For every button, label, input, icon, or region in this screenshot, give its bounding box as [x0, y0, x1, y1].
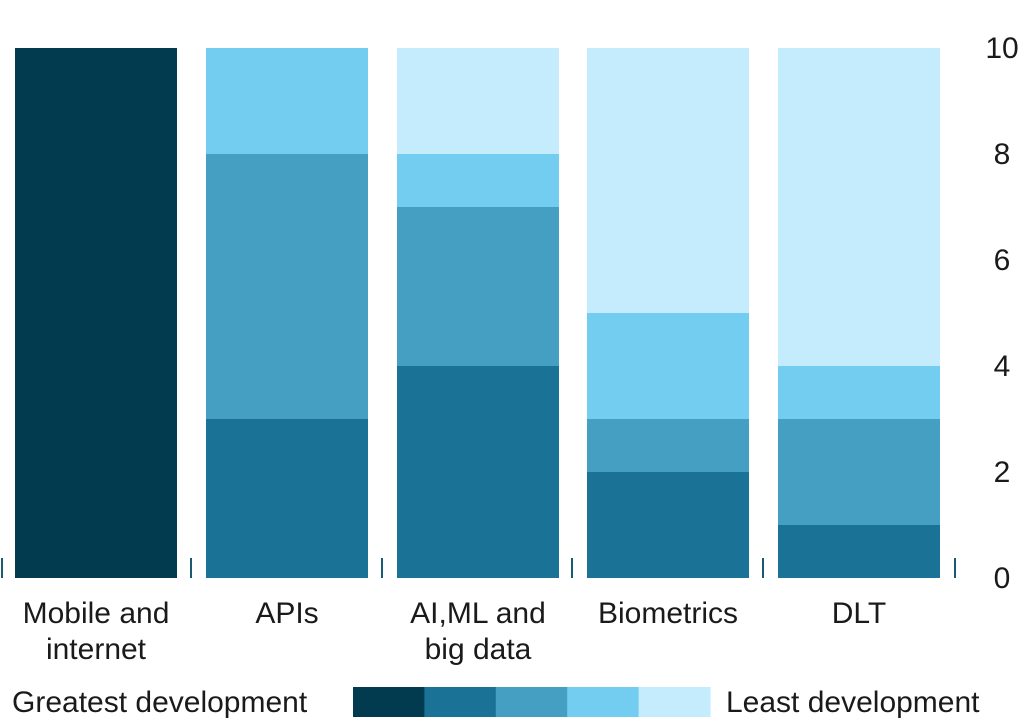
y-tick-label: 2 — [994, 456, 1011, 489]
x-tick-label: Biometrics — [598, 597, 738, 630]
y-tick-label: 10 — [985, 32, 1018, 65]
y-axis-labels: 0 2 4 6 8 10 — [985, 32, 1018, 595]
bar-segment-5-level-5 — [778, 48, 940, 366]
x-tick-label: APIs — [255, 597, 318, 630]
legend-swatch — [567, 687, 640, 717]
bar-segment-4-level-4 — [587, 313, 749, 419]
legend-swatches — [353, 687, 711, 717]
bar-segment-4-level-5 — [587, 48, 749, 313]
legend-swatch — [638, 687, 711, 717]
bar-segment-1-level-1 — [15, 48, 177, 578]
bar-segment-5-level-3 — [778, 419, 940, 525]
bar-segment-2-level-4 — [206, 48, 368, 154]
y-tick-label: 0 — [994, 562, 1011, 595]
legend-swatch — [424, 687, 497, 717]
legend-right-label: Least development — [726, 686, 980, 719]
x-tick-label: DLT — [832, 597, 886, 630]
bar-segment-2-level-3 — [206, 154, 368, 419]
x-axis-labels: Mobile and internet APIs AI,ML and big data B… — [23, 597, 887, 666]
legend-left-label: Greatest development — [12, 686, 308, 719]
legend: Greatest development Least development — [12, 686, 980, 719]
y-tick-label: 4 — [994, 350, 1011, 383]
legend-swatch — [353, 687, 425, 717]
x-tick-label: Mobile and internet — [23, 597, 170, 666]
bar-segment-5-level-2 — [778, 525, 940, 578]
bar-segment-4-level-3 — [587, 419, 749, 472]
legend-swatch — [495, 687, 568, 717]
bar-segment-2-level-2 — [206, 419, 368, 578]
y-tick-label: 6 — [994, 244, 1011, 277]
bar-segment-3-level-3 — [397, 207, 559, 366]
bar-segment-3-level-5 — [397, 48, 559, 154]
bar-segment-3-level-2 — [397, 366, 559, 578]
bar-segment-3-level-4 — [397, 154, 559, 207]
bar-area — [15, 48, 940, 578]
bar-segment-4-level-2 — [587, 472, 749, 578]
bar-segment-5-level-4 — [778, 366, 940, 419]
y-tick-label: 8 — [994, 138, 1011, 171]
x-tick-label: AI,ML and big data — [410, 597, 546, 666]
category-separator-ticks — [1, 558, 956, 578]
